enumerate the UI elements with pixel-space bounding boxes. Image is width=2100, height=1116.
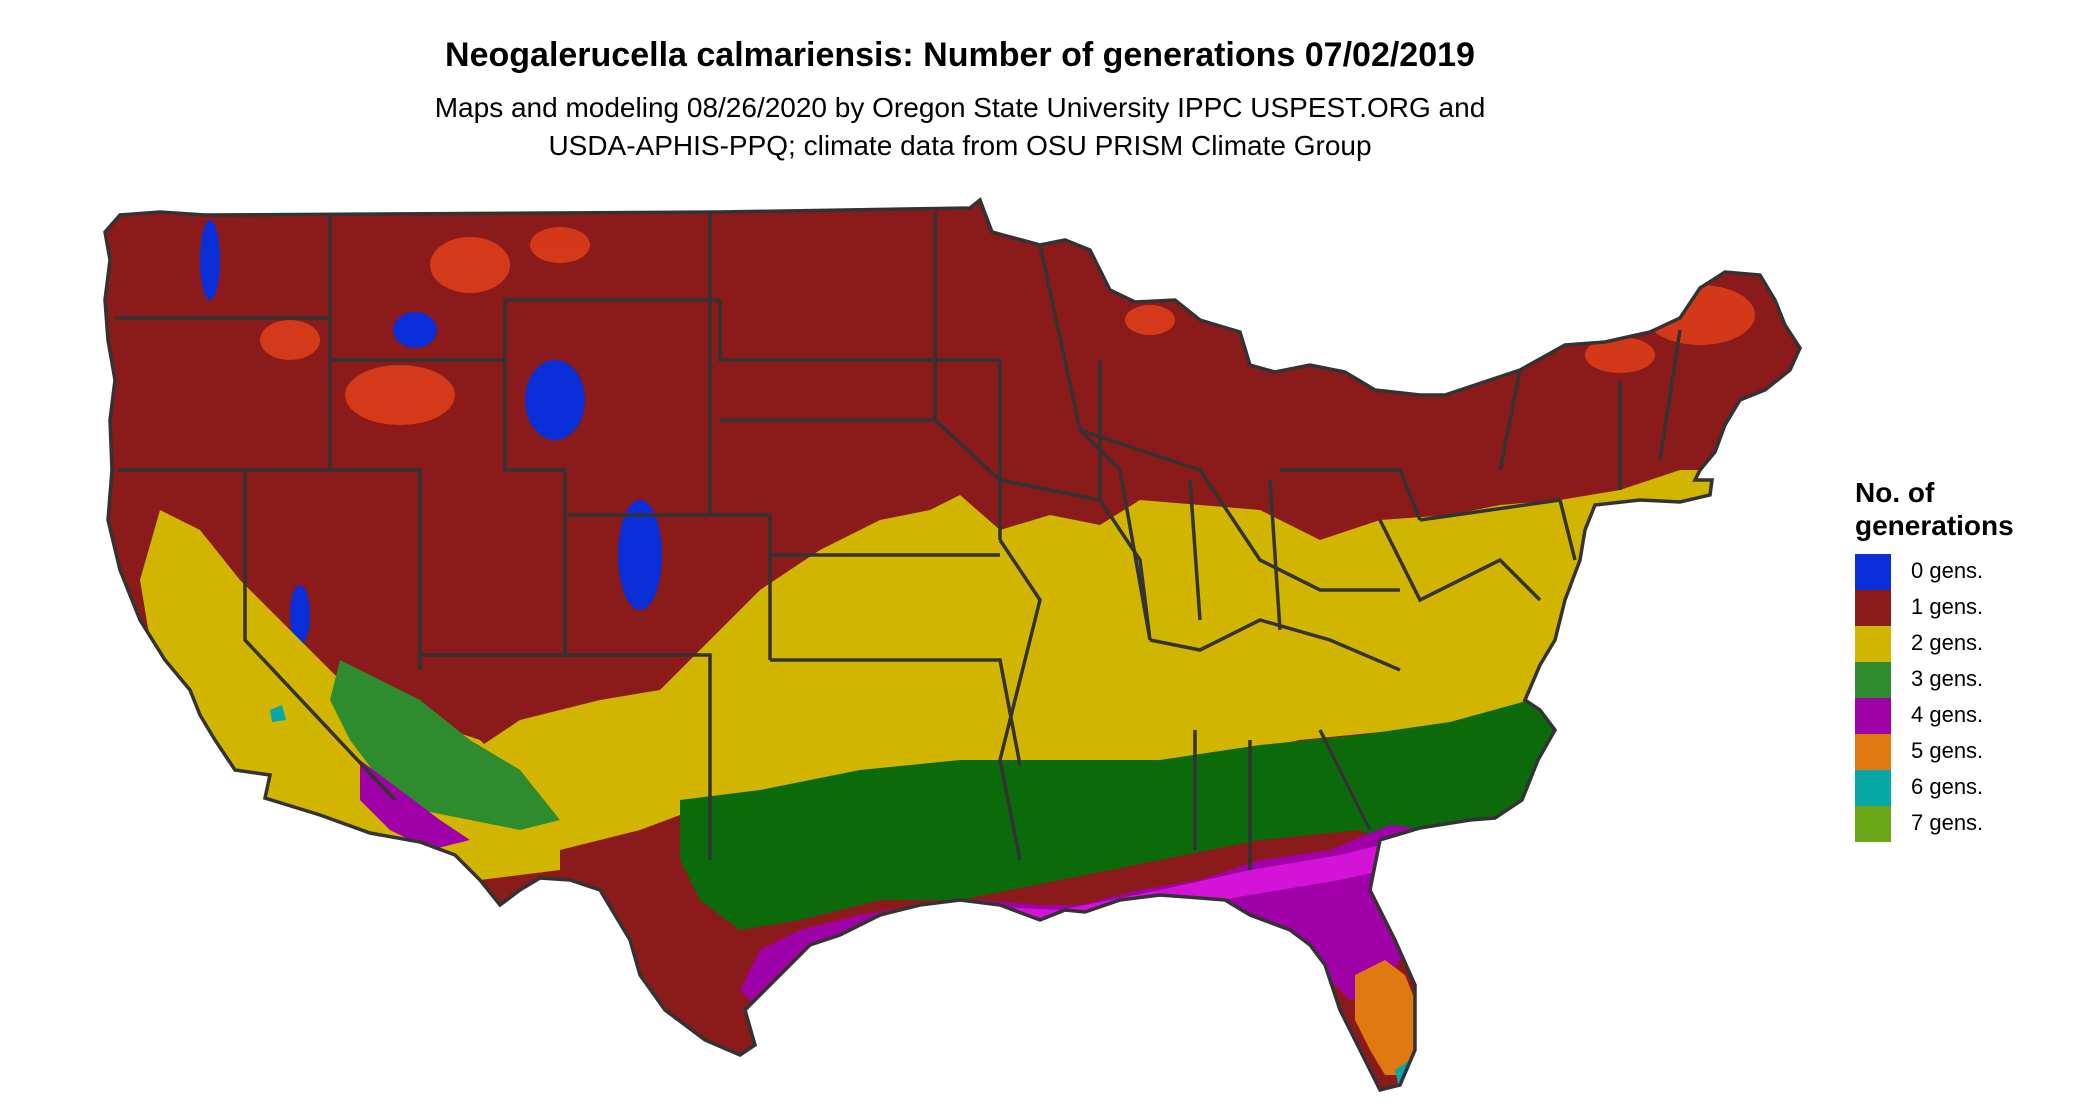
legend-swatch <box>1855 734 1891 770</box>
legend-title: No. of generations <box>1855 476 2055 542</box>
legend-swatch <box>1855 554 1891 590</box>
legend-title-line-1: No. of <box>1855 477 1935 508</box>
legend-label: 4 gens. <box>1911 702 1984 727</box>
state-borders <box>103 198 1802 1092</box>
map-subtitle-line-1: Maps and modeling 08/26/2020 by Oregon S… <box>434 92 1486 123</box>
map-subtitle-line-2: USDA-APHIS-PPQ; climate data from OSU PR… <box>548 130 1372 161</box>
legend-label: 1 gens. <box>1911 594 1984 619</box>
legend: No. of generations 0 gens. 1 gens. 2 gen… <box>1855 476 2055 842</box>
generation-zones <box>105 200 1800 1090</box>
legend-label: 7 gens. <box>1911 810 1984 835</box>
generations-map <box>103 198 1802 1092</box>
legend-swatch <box>1855 662 1891 698</box>
legend-title-line-2: generations <box>1855 510 2014 541</box>
map-title: Neogalerucella calmariensis: Number of g… <box>445 36 1475 74</box>
legend-label: 5 gens. <box>1911 738 1984 763</box>
legend-swatch <box>1855 698 1891 734</box>
legend-label: 6 gens. <box>1911 774 1984 799</box>
legend-label: 3 gens. <box>1911 666 1984 691</box>
legend-swatch <box>1855 806 1891 842</box>
legend-swatch <box>1855 626 1891 662</box>
legend-swatch <box>1855 770 1891 806</box>
legend-swatch <box>1855 590 1891 626</box>
legend-label: 2 gens. <box>1911 630 1984 655</box>
legend-label: 0 gens. <box>1911 558 1984 583</box>
